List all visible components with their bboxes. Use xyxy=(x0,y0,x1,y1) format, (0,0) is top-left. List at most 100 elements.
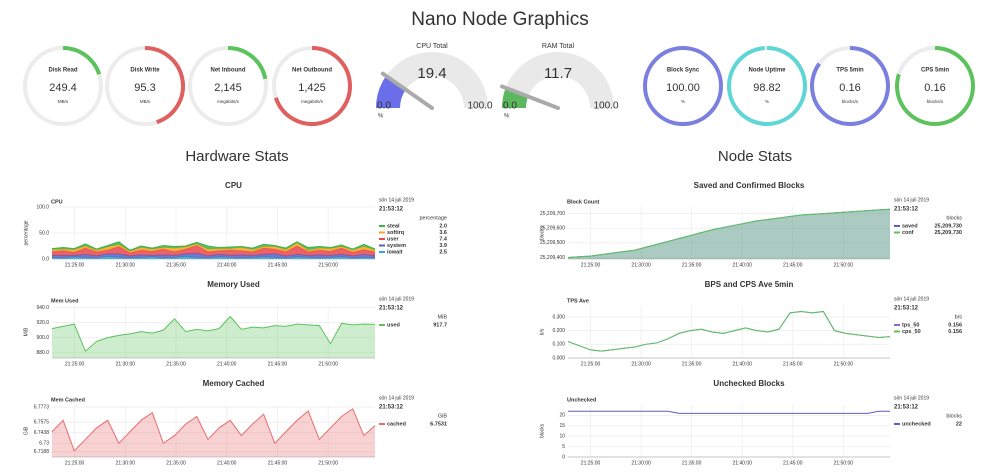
gauge-label: Block Sync xyxy=(667,68,700,74)
section-title: Node Stats xyxy=(718,148,792,165)
y-axis-label: b/s xyxy=(539,328,545,335)
x-tick-label: 21:30:00 xyxy=(631,361,651,367)
x-tick-label: 21:45:00 xyxy=(783,460,803,466)
chart-subtitle: Block Count xyxy=(567,199,600,205)
x-tick-label: 21:50:00 xyxy=(834,262,854,268)
y-tick-label: 920.0 xyxy=(36,320,49,326)
dial-max: 100.0 xyxy=(593,101,618,112)
legend-time: 21:53:12 xyxy=(379,306,404,312)
y-axis-label: MiB xyxy=(23,327,29,336)
x-tick-label: 21:25:00 xyxy=(581,262,601,268)
dial-title: CPU Total xyxy=(416,43,448,50)
x-tick-label: 21:50:00 xyxy=(834,361,854,367)
legend-name: iowait xyxy=(387,249,403,255)
x-tick-label: 21:50:00 xyxy=(318,361,338,367)
legend-value: 917.7 xyxy=(433,322,447,328)
chart-subtitle: CPU xyxy=(51,199,63,205)
x-tick-label: 21:25:00 xyxy=(65,460,85,466)
legend-name: steal xyxy=(387,223,400,229)
gauge-unit: % xyxy=(681,99,685,104)
y-tick-label: 6.7438 xyxy=(34,430,50,436)
series-area xyxy=(52,408,375,457)
x-tick-label: 21:30:00 xyxy=(631,262,651,268)
gauge-label: Net Outbound xyxy=(292,68,332,74)
y-tick-label: 880.0 xyxy=(36,350,49,356)
gauge-arc xyxy=(895,46,975,126)
gauge-label: CPS 5min xyxy=(921,68,949,74)
legend-time: 21:53:12 xyxy=(894,207,919,213)
x-tick-label: 21:45:00 xyxy=(268,262,288,268)
x-tick-label: 21:40:00 xyxy=(217,460,237,466)
legend-unit: blocks xyxy=(946,413,962,419)
legend-date: sön 14 juli 2019 xyxy=(894,296,929,302)
y-tick-label: 6.73 xyxy=(39,441,49,447)
legend-date: sön 14 juli 2019 xyxy=(894,197,929,203)
x-tick-label: 21:45:00 xyxy=(783,262,803,268)
dial-track xyxy=(376,51,488,108)
x-tick-label: 21:40:00 xyxy=(217,361,237,367)
x-tick-label: 21:35:00 xyxy=(682,361,702,367)
y-axis-label: GiB xyxy=(23,426,29,435)
series-line xyxy=(567,310,891,352)
legend-value: 7.4 xyxy=(439,236,448,242)
legend-unit: MiB xyxy=(438,314,448,320)
y-tick-label: 25,209,400 xyxy=(540,255,565,261)
dial-value: 19.4 xyxy=(417,65,446,82)
legend-unit: blocks xyxy=(946,215,962,221)
gauge-unit: megabits/s xyxy=(217,99,240,104)
gauge-label: Disk Write xyxy=(130,68,160,74)
gauge-value: 249.4 xyxy=(49,82,77,94)
series-area xyxy=(52,242,375,253)
y-tick-label: 6.7773 xyxy=(34,404,50,410)
y-tick-label: 0.300 xyxy=(552,314,565,320)
legend-value: 3.6 xyxy=(439,230,447,236)
chart-title: Memory Used xyxy=(207,280,260,289)
section-title: Hardware Stats xyxy=(185,148,288,165)
gauge-unit: blocks/s xyxy=(842,99,859,104)
dial-max: 100.0 xyxy=(467,101,492,112)
dial-unit: % xyxy=(378,114,384,120)
y-tick-label: 25,209,500 xyxy=(540,240,565,246)
legend-value: 3.9 xyxy=(439,243,447,249)
x-tick-label: 21:45:00 xyxy=(783,361,803,367)
gauge-label: Net Inbound xyxy=(211,68,246,74)
legend-name: used xyxy=(387,322,400,328)
legend-value: 0.156 xyxy=(948,329,962,335)
dial-track xyxy=(502,51,614,108)
chart-title: CPU xyxy=(225,181,242,190)
legend-name: user xyxy=(387,236,399,242)
legend-unit: b/s xyxy=(955,314,963,320)
x-tick-label: 21:35:00 xyxy=(682,262,702,268)
gauge-arc xyxy=(727,46,807,126)
y-tick-label: 20 xyxy=(559,413,565,419)
gauge-arc xyxy=(273,46,352,126)
y-tick-label: 5 xyxy=(562,444,565,450)
x-tick-label: 21:25:00 xyxy=(65,361,85,367)
legend-time: 21:53:12 xyxy=(894,306,919,312)
gauge-arc xyxy=(144,46,185,125)
y-tick-label: 900.0 xyxy=(36,335,49,341)
series-area xyxy=(52,253,375,258)
dial-needle xyxy=(500,84,560,110)
gauge-value: 98.82 xyxy=(753,82,781,94)
gauge-value: 2,145 xyxy=(214,82,242,94)
x-tick-label: 21:40:00 xyxy=(732,361,752,367)
dial-value: 11.7 xyxy=(544,65,572,82)
y-tick-label: 0 xyxy=(562,454,565,460)
legend-name: tps_50 xyxy=(902,322,919,328)
legend-name: softirq xyxy=(387,230,404,236)
y-tick-label: 100.0 xyxy=(36,204,49,210)
y-tick-label: 0.000 xyxy=(552,355,565,361)
chart-title: Memory Cached xyxy=(203,379,265,388)
gauge-value: 0.16 xyxy=(924,82,945,94)
y-tick-label: 6.7188 xyxy=(34,449,50,455)
y-tick-label: 50.0 xyxy=(39,230,49,236)
x-tick-label: 21:35:00 xyxy=(166,460,186,466)
y-axis-label: blocks xyxy=(539,225,545,240)
legend-unit: percentage xyxy=(419,215,447,221)
legend-name: conf xyxy=(902,230,914,236)
x-tick-label: 21:45:00 xyxy=(268,460,288,466)
gauge-unit: MB/s xyxy=(58,99,69,104)
